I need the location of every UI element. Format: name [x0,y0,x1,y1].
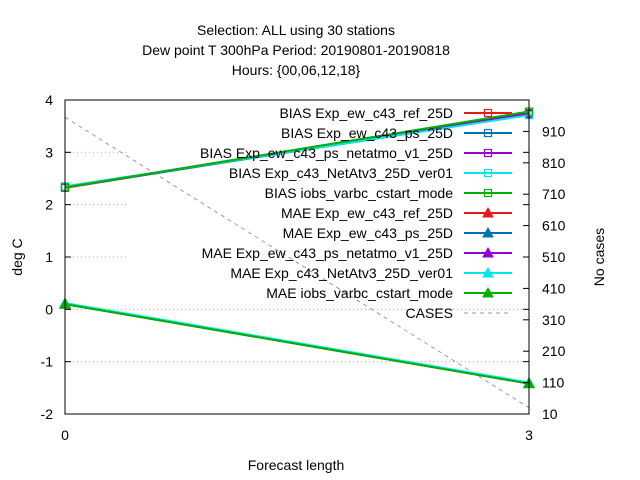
legend-marker [482,286,494,298]
series-line [64,303,530,385]
y-tick-label: 4 [45,92,53,108]
series-line [64,302,530,384]
legend-label: BIAS Exp_c43_NetAtv3_25D_ver01 [229,165,453,181]
legend-label: BIAS Exp_ew_c43_ps_netatmo_v1_25D [200,145,453,161]
legend-label: BIAS iobs_varbc_cstart_mode [265,185,454,201]
y-tick-label: 1 [45,249,53,265]
series-line [64,110,530,189]
title-line: Hours: {00,06,12,18} [232,62,361,78]
grid-lines [65,151,529,363]
legend-label: BIAS Exp_ew_c43_ref_25D [279,105,453,121]
y-tick-label: 0 [45,301,53,317]
legend-marker [483,128,493,138]
y2-tick-label: 810 [542,155,566,171]
legend-marker [483,148,493,158]
legend: BIAS Exp_ew_c43_ref_25D BIAS Exp_ew_c43_p… [200,105,512,321]
y2-tick-label: 510 [542,249,566,265]
y2-axis-label: No cases [591,228,607,286]
legend-label: BIAS Exp_ew_c43_ps_25D [281,125,453,141]
y-tick-label: 3 [45,144,53,160]
x-tick-label: 3 [525,427,533,443]
title-line: Selection: ALL using 30 stations [197,22,395,38]
y2-tick-label: 210 [542,343,566,359]
series-lines [59,107,535,409]
legend-marker [483,108,493,118]
legend-marker [483,188,493,198]
x-axis-label: Forecast length [248,457,345,473]
y2-tick-label: 410 [542,280,566,296]
legend-marker [482,246,494,258]
y-tick-label: -2 [41,406,54,422]
legend-label: CASES [406,305,453,321]
y-axis-label: deg C [9,238,25,275]
legend-marker [482,206,494,218]
legend-label: MAE Exp_ew_c43_ref_25D [281,205,453,221]
legend-marker [483,168,493,178]
y-tick-label: 2 [45,197,53,213]
y2-tick-label: 10 [542,406,558,422]
y2-tick-label: 110 [542,375,565,391]
y2-tick-label: 610 [542,218,566,234]
series-line-cases [64,116,530,409]
legend-label: MAE Exp_ew_c43_ps_netatmo_v1_25D [202,245,453,261]
chart-title: Selection: ALL using 30 stations Dew poin… [142,22,450,78]
title-line: Dew point T 300hPa Period: 20190801-2019… [142,42,450,58]
legend-marker [482,226,494,238]
legend-marker [482,266,494,278]
x-tick-label: 0 [61,427,69,443]
legend-label: MAE Exp_ew_c43_ps_25D [283,225,453,241]
y2-tick-label: 310 [542,312,566,328]
y-tick-label: -1 [41,354,54,370]
legend-label: MAE Exp_c43_NetAtv3_25D_ver01 [230,265,453,281]
legend-label: MAE iobs_varbc_cstart_mode [266,285,453,301]
y2-tick-label: 910 [542,123,566,139]
y2-tick-label: 710 [542,186,566,202]
